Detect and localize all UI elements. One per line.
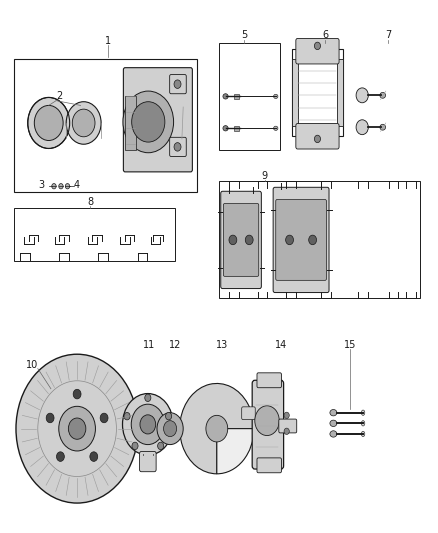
Circle shape [59,183,63,189]
Circle shape [158,442,164,450]
Ellipse shape [361,431,365,437]
Circle shape [68,418,86,439]
FancyBboxPatch shape [170,75,186,94]
Circle shape [72,109,95,137]
Circle shape [66,102,101,144]
Ellipse shape [274,94,278,99]
Circle shape [314,42,321,50]
Circle shape [356,120,368,135]
Text: 2: 2 [57,91,63,101]
Ellipse shape [330,431,337,437]
Ellipse shape [223,126,228,131]
Circle shape [163,421,177,437]
Ellipse shape [223,94,228,99]
Circle shape [286,235,293,245]
Text: 6: 6 [322,30,328,41]
Circle shape [73,389,81,399]
FancyBboxPatch shape [257,458,282,473]
Circle shape [309,235,317,245]
Circle shape [59,406,95,451]
Circle shape [174,143,181,151]
Wedge shape [180,383,254,474]
Bar [337,59,343,126]
Bar [292,49,343,136]
FancyBboxPatch shape [279,419,297,433]
Bar [292,59,297,126]
FancyBboxPatch shape [252,380,284,469]
FancyBboxPatch shape [257,373,282,387]
Circle shape [140,415,155,434]
Text: 4: 4 [74,180,80,190]
Ellipse shape [380,92,385,98]
Circle shape [132,102,165,142]
Circle shape [123,91,173,153]
Circle shape [28,98,70,149]
Text: 13: 13 [216,340,229,350]
Circle shape [90,452,98,462]
FancyBboxPatch shape [296,124,339,149]
Text: 15: 15 [344,340,356,350]
FancyBboxPatch shape [296,38,339,64]
Circle shape [206,415,228,442]
Text: 14: 14 [276,340,288,350]
Bar [14,59,197,192]
Circle shape [166,413,172,420]
Ellipse shape [274,126,278,131]
FancyBboxPatch shape [273,187,329,293]
Text: 12: 12 [169,340,181,350]
Text: 8: 8 [87,197,93,207]
Text: 7: 7 [385,30,392,41]
Circle shape [131,404,164,445]
Circle shape [100,413,108,423]
Ellipse shape [330,409,337,416]
Ellipse shape [361,410,365,415]
Circle shape [123,393,173,455]
Bar [234,94,239,99]
Circle shape [157,413,183,445]
Ellipse shape [330,420,337,426]
Text: 5: 5 [241,30,247,41]
Circle shape [356,88,368,103]
Bar [219,43,280,150]
Circle shape [145,394,151,401]
Circle shape [124,413,130,420]
Circle shape [52,183,56,189]
Circle shape [174,80,181,88]
Circle shape [284,412,289,418]
Circle shape [245,235,253,245]
Bar [125,96,136,150]
Text: 10: 10 [26,360,39,370]
Circle shape [65,183,70,189]
Circle shape [229,235,237,245]
Circle shape [284,428,289,434]
Bar [14,208,175,261]
Ellipse shape [361,421,365,426]
Circle shape [132,442,138,450]
Circle shape [255,406,279,435]
Wedge shape [217,429,254,474]
FancyBboxPatch shape [170,138,186,157]
Ellipse shape [380,124,385,130]
Text: 9: 9 [262,171,268,181]
FancyBboxPatch shape [223,204,259,276]
Text: 11: 11 [143,340,155,350]
Circle shape [46,413,54,423]
Circle shape [16,354,138,503]
Bar [234,126,239,131]
Circle shape [314,135,321,143]
Text: 3: 3 [38,180,44,190]
FancyBboxPatch shape [242,407,255,419]
FancyBboxPatch shape [140,451,156,472]
FancyBboxPatch shape [124,68,192,172]
Circle shape [57,452,64,462]
Text: 1: 1 [105,36,111,45]
Circle shape [34,106,63,141]
FancyBboxPatch shape [221,191,261,288]
Bar [219,181,420,298]
FancyBboxPatch shape [276,199,326,280]
